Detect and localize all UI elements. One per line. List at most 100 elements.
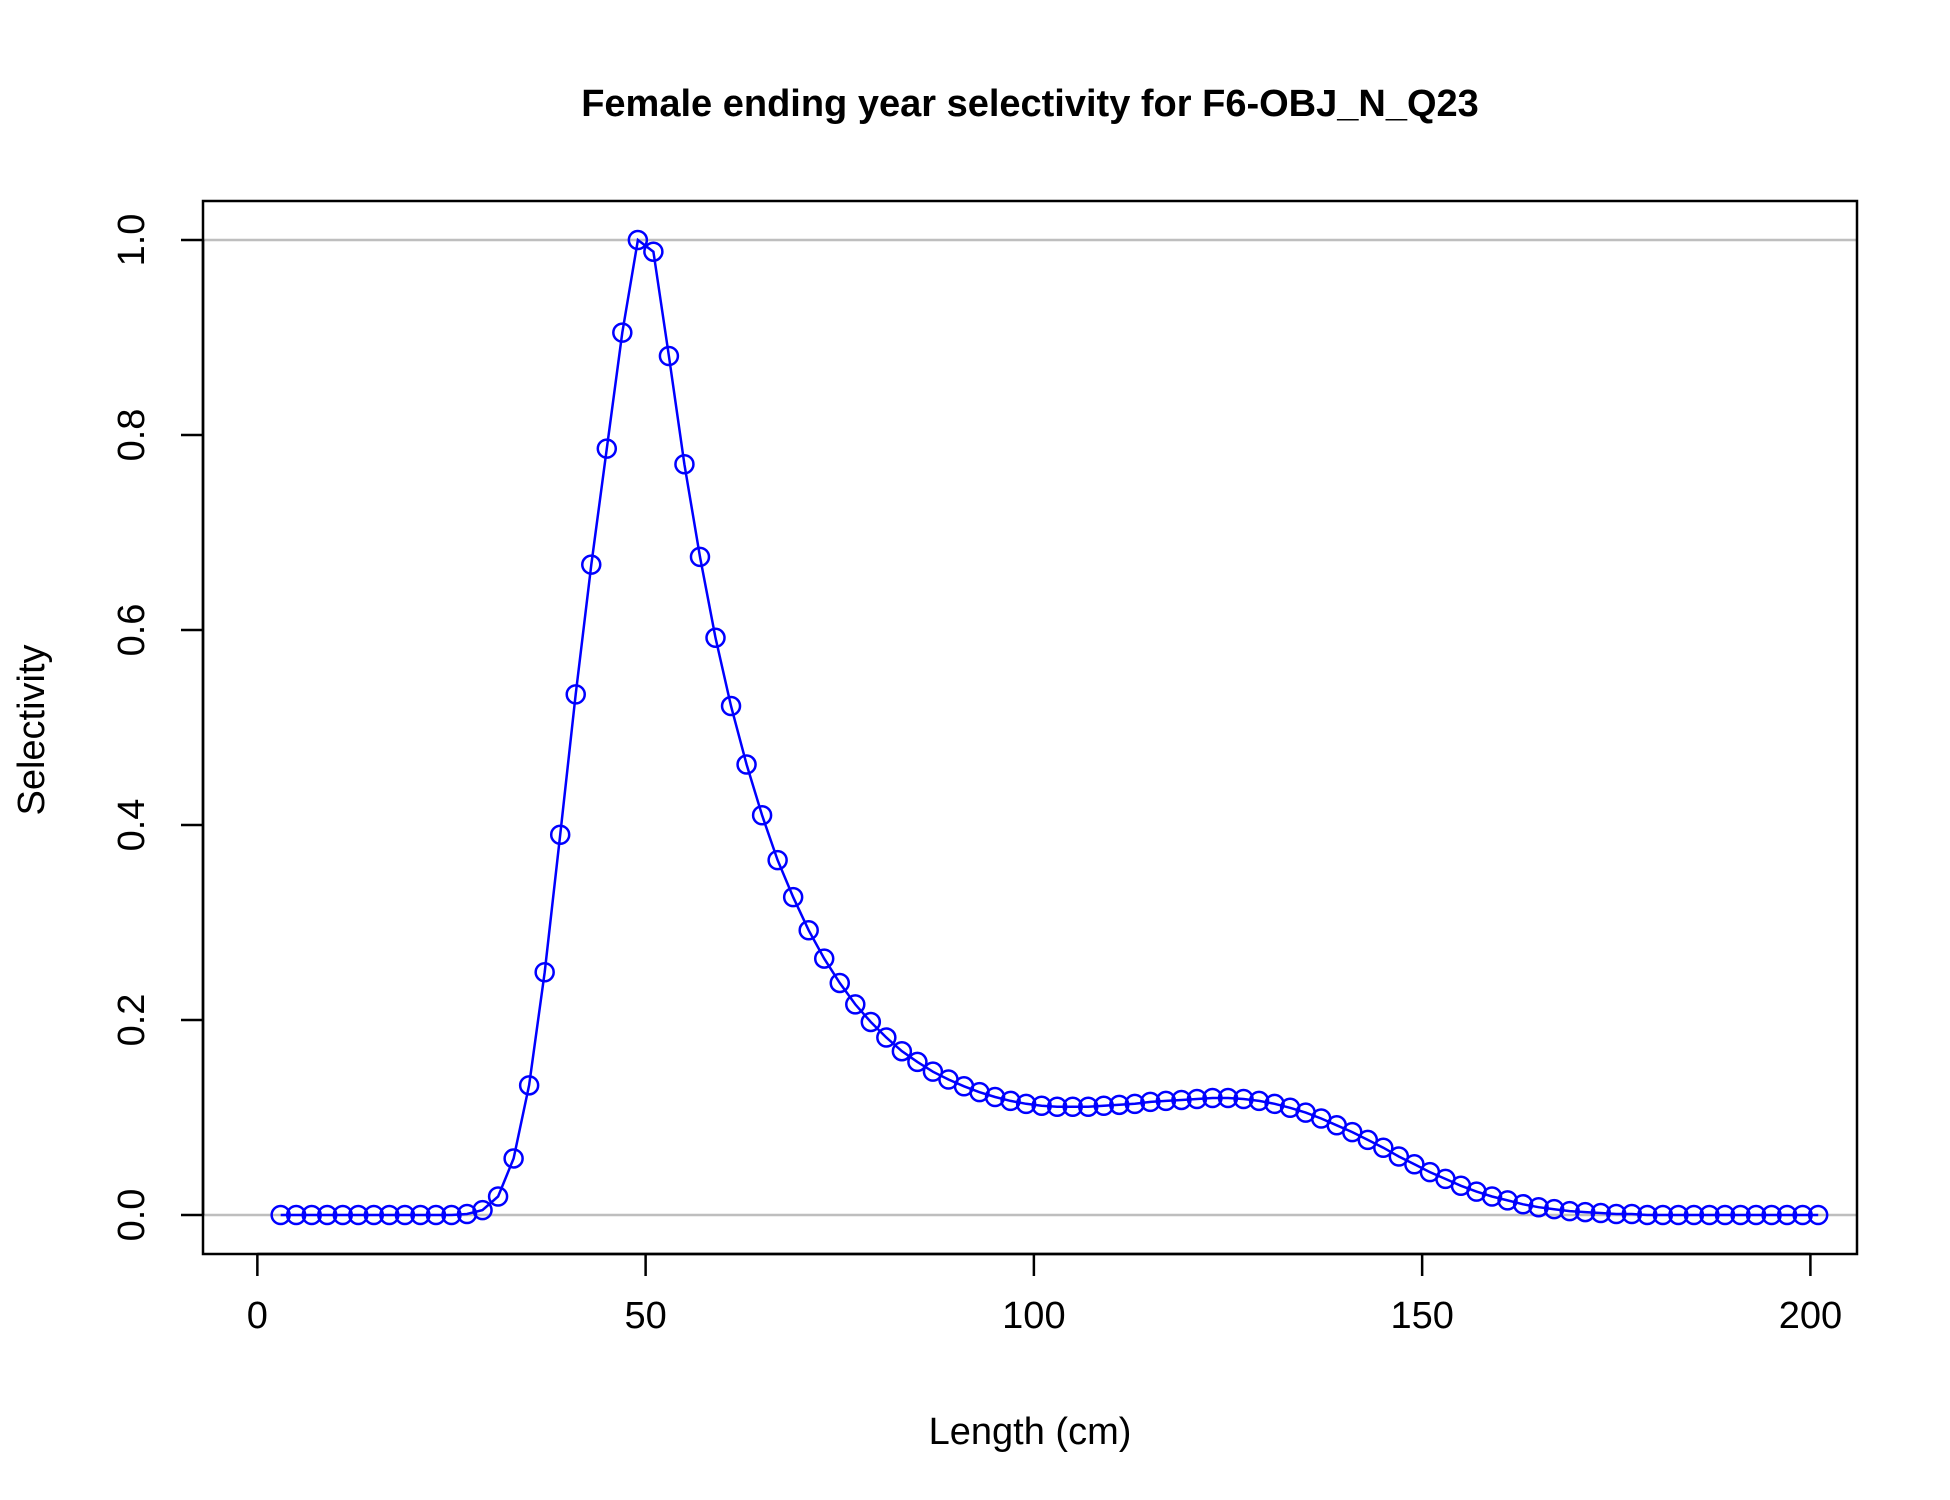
data-point (767, 849, 788, 871)
data-point (1714, 1204, 1736, 1226)
data-point (658, 345, 680, 367)
data-point (1155, 1090, 1177, 1112)
data-point (1543, 1198, 1565, 1220)
data-point (456, 1203, 478, 1225)
data-point (1683, 1204, 1705, 1226)
data-point (1109, 1094, 1130, 1116)
x-axis: 0 50 100 150 200 (247, 1252, 1842, 1337)
data-point (332, 1204, 354, 1226)
x-tick-label: 0 (247, 1295, 268, 1337)
x-axis-label: Length (cm) (929, 1411, 1132, 1453)
data-point (736, 754, 757, 775)
data-point (581, 554, 602, 575)
data-point (1373, 1137, 1394, 1158)
data-point (1559, 1200, 1580, 1222)
data-point (425, 1204, 447, 1226)
data-point (627, 229, 649, 251)
data-point (876, 1027, 897, 1048)
data-point (1000, 1090, 1021, 1112)
y-tick-label: 0.6 (111, 604, 153, 657)
data-point (860, 1011, 882, 1033)
data-point (472, 1199, 493, 1221)
data-point (1637, 1204, 1658, 1226)
data-point (596, 438, 618, 459)
data-point (643, 241, 664, 262)
data-point (1730, 1204, 1751, 1226)
series-line-group (280, 237, 1819, 1217)
data-point (534, 961, 555, 983)
data-point (1186, 1088, 1208, 1110)
data-point (1699, 1204, 1720, 1226)
data-point (1512, 1194, 1534, 1215)
data-point (1574, 1201, 1596, 1223)
data-point (487, 1186, 509, 1207)
data-point (1248, 1090, 1270, 1112)
x-tick-label: 100 (1002, 1295, 1065, 1337)
data-point (348, 1204, 369, 1226)
data-point (1031, 1095, 1052, 1117)
y-tick-label: 0.0 (111, 1189, 153, 1242)
chart-title: Female ending year selectivity for F6-OB… (581, 83, 1479, 125)
data-point (363, 1204, 385, 1226)
data-points (270, 229, 1829, 1226)
y-axis: 0.0 0.2 0.4 0.6 0.8 1.0 (111, 214, 205, 1242)
data-point (410, 1204, 431, 1226)
x-tick-label: 50 (624, 1295, 666, 1337)
data-point (720, 695, 742, 717)
data-point (1606, 1203, 1627, 1225)
data-point (1046, 1096, 1068, 1118)
data-point (1792, 1204, 1813, 1226)
data-point (1015, 1093, 1037, 1115)
data-point (565, 684, 586, 705)
data-point (689, 546, 711, 568)
data-point (984, 1086, 1006, 1108)
data-point (1621, 1203, 1643, 1225)
y-axis-label: Selectivity (11, 644, 53, 815)
data-point (1528, 1196, 1549, 1218)
data-point (782, 886, 804, 908)
data-point (1668, 1204, 1689, 1226)
y-tick-label: 0.4 (111, 799, 153, 852)
data-point (316, 1204, 338, 1226)
data-point (798, 920, 819, 941)
y-tick-label: 0.2 (111, 994, 153, 1047)
data-point (751, 805, 773, 826)
data-point (1590, 1202, 1611, 1224)
data-point (1481, 1186, 1503, 1207)
data-point (1745, 1204, 1767, 1226)
data-point (1497, 1190, 1518, 1211)
y-tick-label: 0.8 (111, 409, 153, 462)
data-point (1077, 1096, 1099, 1118)
data-point (1171, 1089, 1192, 1111)
data-point (441, 1204, 462, 1226)
data-point (907, 1051, 928, 1073)
data-point (1124, 1093, 1146, 1115)
data-point (518, 1075, 540, 1096)
data-point (1202, 1087, 1223, 1109)
data-point (379, 1204, 400, 1226)
series-line (280, 237, 1819, 1217)
data-point (1264, 1093, 1285, 1115)
data-point (1140, 1091, 1161, 1113)
data-point (285, 1204, 307, 1226)
data-point (1093, 1095, 1115, 1117)
x-tick-label: 200 (1779, 1295, 1842, 1337)
data-point (1761, 1204, 1782, 1226)
data-point (1233, 1088, 1254, 1110)
y-tick-label: 1.0 (111, 214, 153, 267)
data-point (891, 1040, 913, 1062)
data-point (394, 1204, 416, 1226)
data-point (301, 1204, 322, 1226)
data-point (1217, 1087, 1239, 1109)
data-point (1062, 1096, 1083, 1118)
data-point (1807, 1204, 1829, 1226)
data-point (270, 1204, 291, 1226)
data-point (1652, 1204, 1674, 1226)
reference-lines (203, 238, 1857, 1217)
data-point (549, 824, 571, 845)
x-tick-label: 150 (1390, 1295, 1453, 1337)
data-point (705, 627, 726, 649)
data-point (674, 454, 695, 475)
data-point (503, 1148, 524, 1169)
